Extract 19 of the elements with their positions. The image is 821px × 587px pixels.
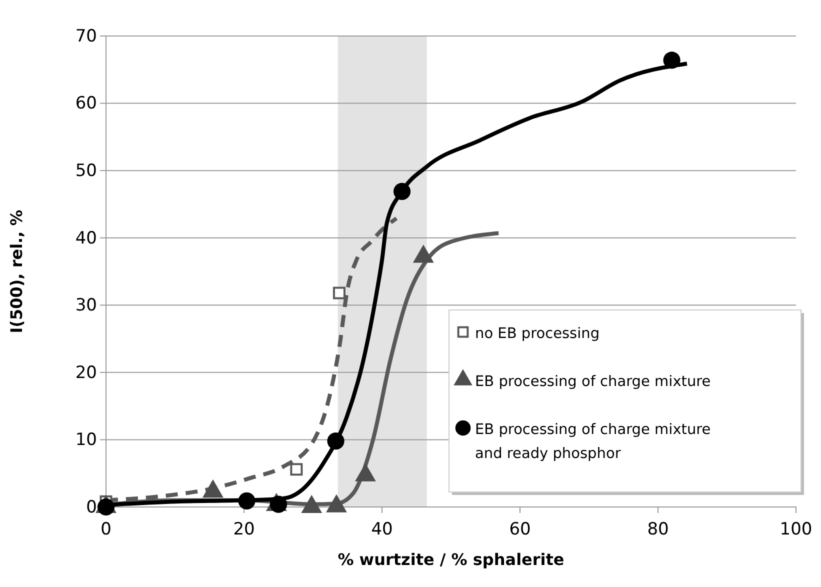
x-tick-label: 100 [780, 520, 812, 540]
y-tick-label: 70 [75, 26, 97, 46]
legend-label: no EB processing [475, 326, 600, 342]
x-tick-label: 60 [509, 520, 531, 540]
y-tick-label: 30 [75, 296, 97, 316]
x-tick-label: 0 [100, 520, 112, 540]
y-tick-label: 50 [75, 161, 97, 182]
y-tick-label: 40 [75, 228, 97, 248]
x-tick-label: 40 [371, 520, 393, 540]
legend-label: EB processing of charge mixture [475, 374, 711, 390]
y-tick-label: 20 [75, 362, 97, 383]
legend-label: EB processing of charge mixture and ready phosphor [475, 422, 711, 462]
y-axis-title: I(500), rel., % [7, 210, 26, 334]
x-tick-label: 80 [647, 520, 669, 540]
x-axis-title: % wurtzite / % sphalerite [338, 550, 564, 569]
y-tick-label: 0 [86, 497, 97, 518]
x-tick-label: 20 [233, 520, 255, 540]
y-tick-label: 10 [75, 430, 97, 450]
y-tick-label: 60 [75, 94, 97, 114]
